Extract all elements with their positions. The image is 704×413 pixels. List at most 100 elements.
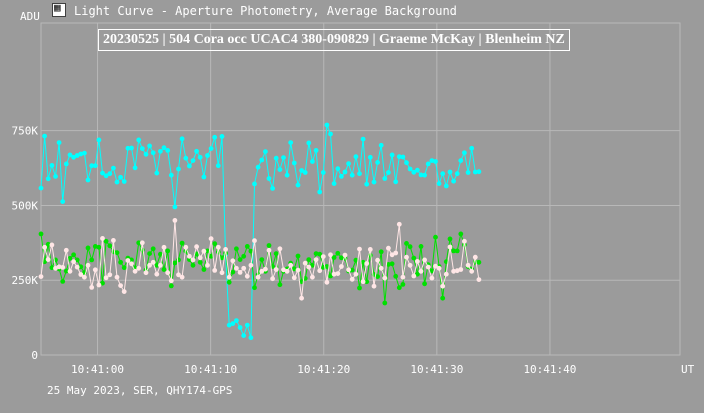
data-point-1 [205, 153, 210, 158]
data-point-2 [415, 271, 420, 277]
data-point-2 [114, 250, 120, 256]
data-point-2 [190, 262, 196, 268]
chart-title: 20230525 | 504 Cora occ UCAC4 380-090829… [98, 29, 570, 51]
data-point-2 [107, 243, 113, 249]
data-point-1 [328, 131, 333, 137]
data-point-2 [147, 251, 153, 256]
data-point-3 [67, 268, 73, 274]
data-point-2 [291, 266, 297, 272]
window-title: Light Curve - Aperture Photometry, Avera… [74, 4, 457, 18]
data-point-1 [92, 163, 98, 169]
data-point-1 [277, 167, 283, 173]
y-tick-label: 750K [12, 125, 39, 138]
data-point-3 [378, 265, 384, 271]
data-point-2 [353, 257, 359, 263]
data-point-1 [212, 134, 218, 140]
data-point-1 [100, 170, 105, 176]
data-point-3 [230, 258, 236, 264]
data-point-1 [299, 168, 304, 173]
data-point-2 [208, 253, 214, 259]
data-point-3 [364, 261, 370, 266]
data-point-1 [85, 177, 91, 183]
data-point-1 [273, 155, 279, 161]
data-point-2 [259, 257, 265, 262]
data-point-2 [440, 295, 446, 301]
data-point-2 [248, 248, 254, 254]
data-point-1 [176, 166, 181, 172]
data-point-1 [241, 333, 247, 338]
data-point-3 [60, 265, 66, 270]
data-point-2 [393, 273, 399, 279]
data-point-3 [208, 236, 214, 242]
data-point-1 [342, 169, 348, 175]
data-point-3 [291, 275, 297, 281]
data-point-3 [176, 272, 181, 278]
data-point-1 [150, 150, 156, 156]
data-point-1 [382, 176, 388, 181]
data-point-3 [143, 270, 149, 276]
data-point-1 [190, 158, 196, 164]
data-point-3 [400, 274, 406, 280]
data-point-1 [121, 179, 127, 184]
data-point-3 [422, 257, 427, 263]
data-point-2 [161, 267, 167, 272]
data-point-1 [111, 165, 116, 171]
data-point-1 [78, 151, 84, 157]
data-point-3 [443, 271, 449, 277]
data-point-1 [197, 154, 203, 160]
data-point-2 [129, 257, 134, 263]
data-point-1 [324, 122, 330, 128]
data-point-3 [237, 270, 243, 275]
data-point-2 [404, 241, 409, 246]
data-point-3 [165, 270, 171, 276]
data-point-2 [234, 246, 239, 252]
data-point-1 [168, 172, 174, 178]
data-point-2 [118, 259, 123, 265]
data-point-1 [436, 181, 442, 187]
series-layer [38, 122, 482, 341]
data-point-3 [158, 262, 163, 268]
data-point-1 [158, 148, 163, 154]
data-point-2 [197, 259, 203, 265]
data-point-1 [60, 199, 66, 205]
data-point-1 [147, 143, 153, 149]
data-point-3 [353, 271, 359, 277]
data-point-2 [187, 257, 192, 262]
data-point-1 [425, 161, 431, 167]
data-point-2 [310, 262, 315, 268]
data-point-1 [183, 155, 189, 161]
data-point-3 [187, 253, 192, 259]
data-point-2 [45, 241, 51, 247]
data-point-3 [205, 262, 210, 268]
data-point-1 [291, 160, 297, 166]
data-point-3 [284, 268, 290, 274]
data-point-2 [313, 251, 319, 256]
data-point-2 [407, 244, 413, 250]
y-tick-label: 250K [12, 274, 39, 287]
data-point-1 [357, 171, 362, 177]
data-point-1 [458, 158, 464, 164]
data-point-1 [114, 179, 120, 185]
data-point-1 [143, 151, 149, 157]
data-point-3 [324, 279, 330, 285]
data-point-3 [161, 244, 167, 250]
data-point-2 [78, 264, 84, 270]
data-point-1 [103, 173, 109, 179]
data-point-3 [436, 265, 442, 271]
data-point-3 [252, 238, 257, 244]
data-point-1 [465, 170, 471, 175]
data-point-2 [179, 240, 185, 246]
data-point-2 [121, 265, 127, 271]
data-point-1 [393, 179, 399, 185]
data-point-3 [447, 244, 453, 250]
data-point-3 [306, 264, 312, 270]
data-point-3 [49, 242, 55, 248]
data-point-3 [223, 247, 229, 252]
data-point-1 [371, 179, 377, 185]
data-point-1 [310, 159, 315, 164]
x-tick-label: 10:41:40 [523, 363, 576, 376]
data-point-1 [248, 335, 254, 341]
data-point-3 [154, 271, 160, 277]
data-point-3 [259, 268, 265, 274]
data-point-2 [67, 256, 73, 261]
